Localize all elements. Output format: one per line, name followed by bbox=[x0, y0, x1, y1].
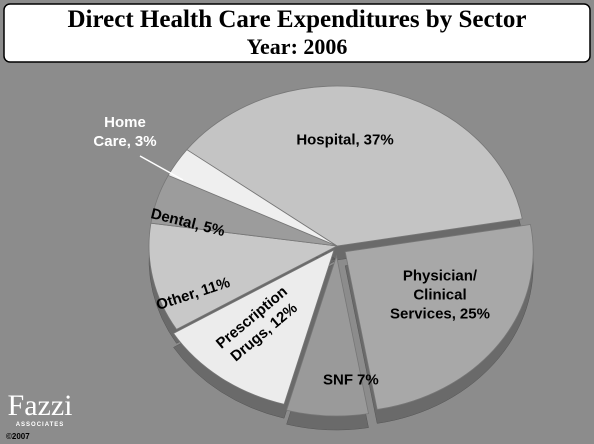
category-label: SNF bbox=[323, 371, 353, 389]
category-label: Home Care, bbox=[93, 114, 146, 150]
category-label: Hospital, bbox=[296, 131, 360, 149]
callout-line bbox=[139, 155, 184, 181]
value-label: 3% bbox=[134, 133, 157, 150]
slice bbox=[172, 249, 335, 405]
pie bbox=[148, 85, 534, 431]
chart-subtitle: Year: 2006 bbox=[247, 34, 348, 59]
title-box bbox=[3, 3, 591, 63]
copyright: ©2007 bbox=[6, 432, 30, 441]
slice-label: Home Care, 3% bbox=[85, 113, 165, 151]
value-label: 7% bbox=[357, 371, 379, 389]
slice-label: SNF 7% bbox=[323, 371, 379, 390]
logo-name: Fazzi bbox=[8, 389, 73, 422]
chart-title: Direct Health Care Expenditures by Secto… bbox=[68, 6, 527, 33]
slice bbox=[286, 254, 369, 417]
category-label: Physician/ Clinical Services, bbox=[390, 267, 478, 323]
slice bbox=[186, 85, 523, 247]
logo-tagline: ASSOCIATES bbox=[16, 422, 65, 428]
value-label: 37% bbox=[363, 131, 394, 149]
slice bbox=[148, 222, 339, 330]
value-label: 25% bbox=[459, 305, 490, 323]
slice-label: Hospital, 37% bbox=[260, 131, 430, 150]
slice bbox=[344, 224, 534, 410]
slice-label: Physician/ Clinical Services, 25% bbox=[380, 267, 500, 324]
slice bbox=[167, 149, 338, 247]
